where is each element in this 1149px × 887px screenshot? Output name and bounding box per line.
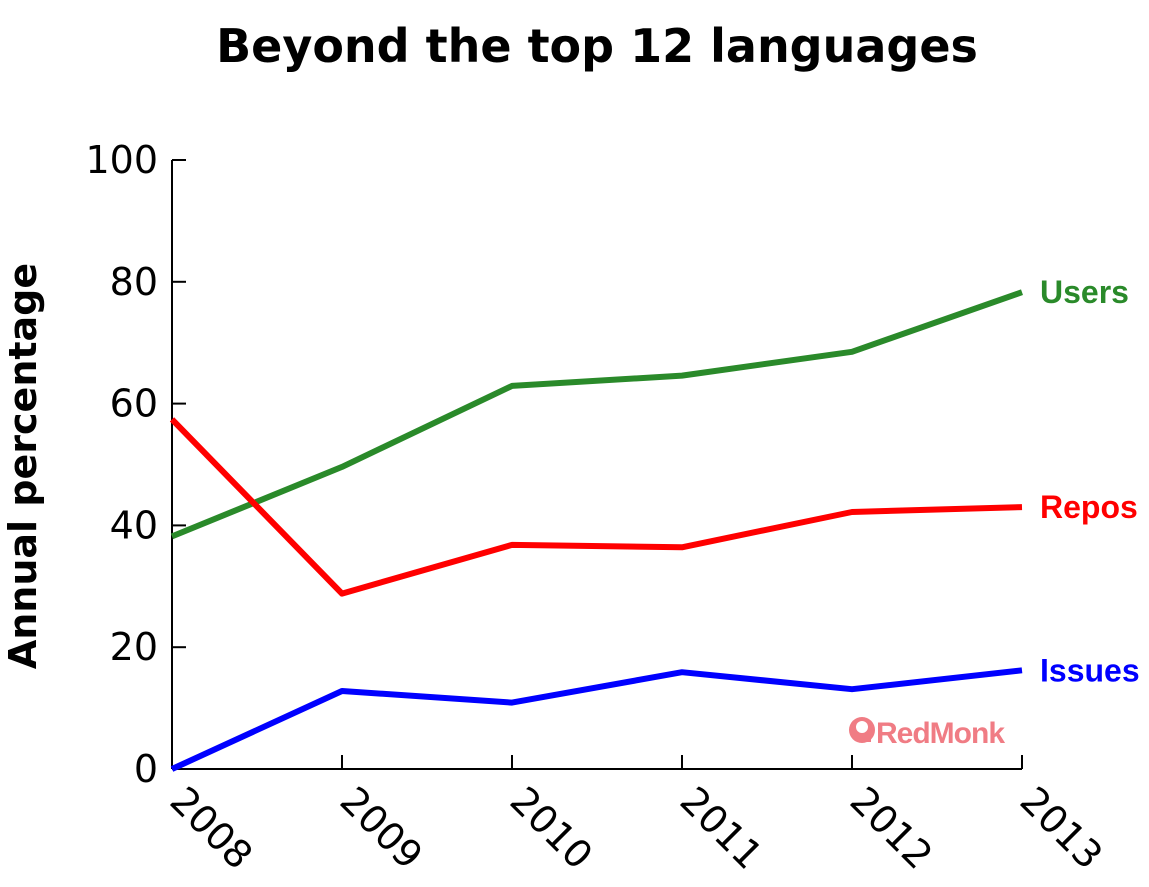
series-label-repos: Repos (1040, 489, 1138, 525)
series-label-issues: Issues (1040, 652, 1140, 688)
x-tick-label: 2010 (502, 778, 602, 878)
y-tick-label: 40 (110, 503, 158, 547)
series-label-users: Users (1040, 274, 1129, 310)
series-line-repos (169, 417, 1023, 597)
series-lines (169, 289, 1023, 772)
x-tick-label: 2009 (332, 778, 432, 878)
x-tick-label: 2012 (842, 778, 942, 878)
redmonk-logo-icon (849, 717, 875, 743)
x-tick-label: 2008 (162, 778, 262, 878)
y-tick-label: 80 (110, 260, 158, 304)
x-tick-label: 2013 (1012, 778, 1112, 878)
chart-title: Beyond the top 12 languages (216, 19, 978, 73)
series-labels: Users Repos Issues (1040, 274, 1140, 688)
y-tick-label: 20 (110, 625, 158, 669)
y-axis-label: Annual percentage (1, 263, 45, 669)
redmonk-logo: RedMonk (849, 717, 1006, 750)
y-tick-label: 60 (110, 382, 158, 426)
y-tick-label: 100 (85, 138, 158, 182)
redmonk-logo-text: RedMonk (876, 717, 1005, 750)
series-line-users (170, 289, 1023, 540)
x-tick-label: 2011 (672, 778, 772, 878)
series-line-issues (170, 667, 1023, 772)
y-tick-label: 0 (134, 747, 158, 791)
